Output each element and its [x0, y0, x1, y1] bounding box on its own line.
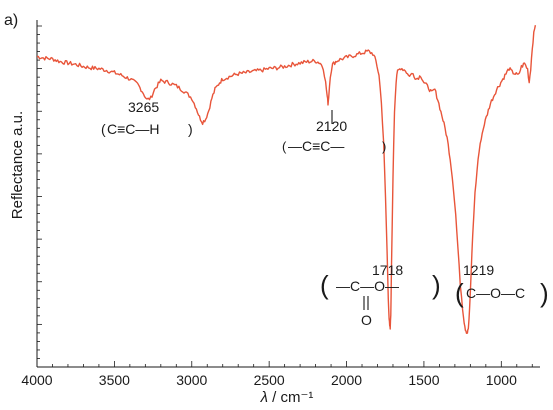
x-tick-label: 4000: [21, 372, 52, 388]
x-tick-label: 3000: [176, 372, 207, 388]
annotation-wavenumber: 3265: [128, 99, 159, 115]
annotation-3265: 3265 ( C≡C—H ): [101, 99, 193, 137]
series-line-spectrum: [37, 25, 537, 334]
annotation-paren-open: (: [282, 139, 287, 154]
annotation-paren-open: (: [101, 121, 106, 137]
annotation-paren-open: (: [455, 278, 464, 308]
x-axis-unit: / cm⁻¹: [268, 389, 313, 406]
annotation-1718: 1718 ( —C—O— O ): [320, 262, 441, 328]
annotation-paren-close: ): [188, 121, 193, 137]
annotation-sub-atom: O: [361, 312, 372, 328]
annotation-1219: 1219 ( C—O—C ): [455, 262, 549, 308]
x-axis-ticks: [36, 361, 533, 367]
annotation-2120: 2120 ( —C≡C— ): [282, 110, 386, 154]
annotation-paren-close: ): [382, 139, 386, 154]
y-axis-ticks: [37, 25, 42, 368]
annotation-paren-close: ): [432, 270, 441, 300]
x-axis-tick-labels: 4000 3500 3000 2500 2000 1500 1000: [21, 372, 517, 388]
x-tick-label: 2500: [254, 372, 285, 388]
annotation-wavenumber: 2120: [316, 118, 347, 134]
annotation-paren-open: (: [320, 270, 329, 300]
annotation-group: —C—O—: [336, 278, 399, 294]
annotation-group: C≡C—H: [107, 121, 160, 137]
annotation-wavenumber: 1219: [463, 262, 494, 278]
x-axis-symbol: λ: [260, 389, 268, 406]
annotation-wavenumber: 1718: [372, 262, 403, 278]
y-axis-title: Reflectance a.u.: [9, 111, 26, 219]
annotation-group: —C≡C—: [288, 138, 344, 154]
annotation-group: C—O—C: [466, 285, 525, 301]
x-tick-label: 1500: [408, 372, 439, 388]
x-tick-label: 2000: [331, 372, 362, 388]
panel-label: a): [4, 12, 18, 29]
x-axis-title: λ / cm⁻¹: [260, 389, 314, 406]
x-tick-label: 1000: [486, 372, 517, 388]
x-tick-label: 3500: [99, 372, 130, 388]
annotation-paren-close: ): [540, 278, 549, 308]
axes: 4000 3500 3000 2500 2000 1500 1000: [21, 20, 540, 388]
